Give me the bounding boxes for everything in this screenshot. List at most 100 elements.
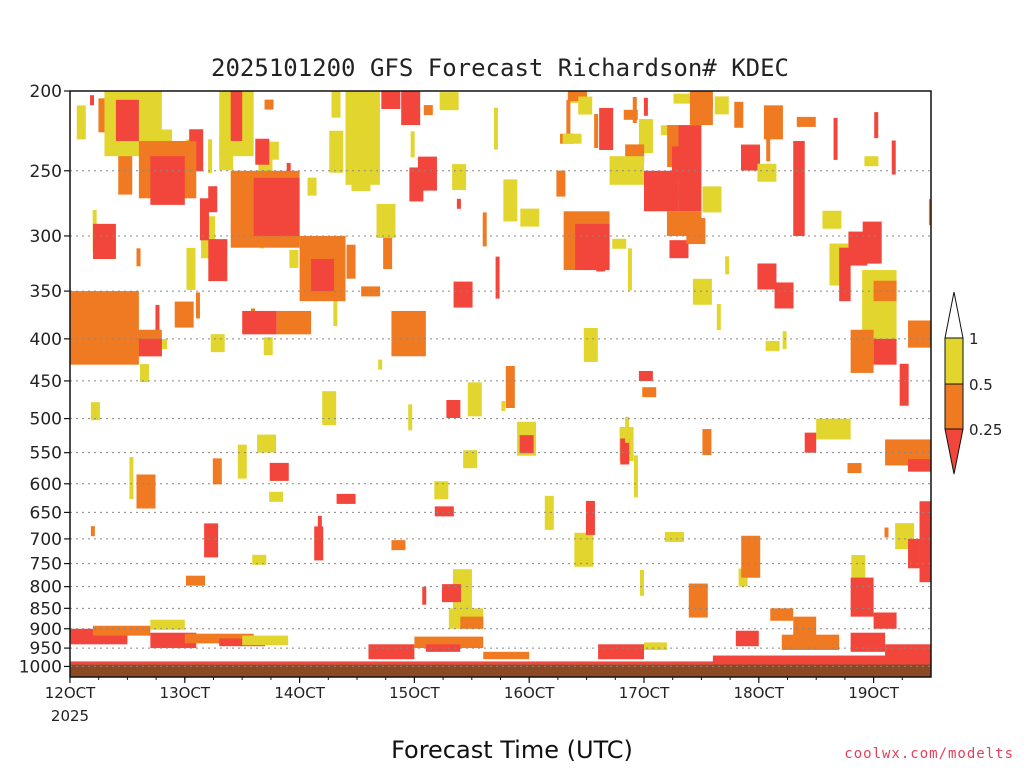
heatmap-cell — [263, 337, 273, 356]
heatmap-patch — [862, 270, 897, 339]
heatmap-cell — [625, 416, 630, 443]
heatmap-cell — [391, 540, 406, 551]
heatmap-cell — [408, 404, 413, 431]
boundary-layer-band — [644, 642, 667, 650]
heatmap-cell — [632, 97, 637, 124]
heatmap-patch — [804, 432, 817, 453]
heatmap-cell — [417, 156, 437, 191]
heatmap-patch — [609, 156, 644, 185]
boundary-layer-band — [92, 625, 151, 636]
heatmap-cell — [627, 248, 632, 291]
heatmap-patch — [311, 259, 335, 292]
heatmap-patch — [150, 156, 185, 205]
heatmap-cell — [544, 495, 554, 530]
heatmap-cell — [585, 500, 595, 535]
heatmap-cell — [568, 91, 588, 102]
heatmap-patch — [242, 310, 277, 335]
heatmap-cell — [208, 139, 213, 174]
heatmap-cell — [453, 281, 473, 308]
heatmap-cell — [434, 481, 449, 500]
heatmap-patch — [850, 577, 874, 617]
heatmap-cell — [741, 144, 761, 171]
heatmap-cell — [874, 112, 879, 139]
heatmap-cell — [456, 198, 461, 209]
heatmap-cell — [467, 382, 482, 417]
heatmap-cell — [269, 462, 289, 481]
heatmap-cell — [136, 248, 141, 267]
y-tick-label: 250 — [30, 162, 62, 182]
heatmap-patch — [345, 91, 380, 185]
heatmap-cell — [90, 526, 95, 537]
heatmap-cell — [439, 92, 459, 111]
y-tick-label: 950 — [30, 639, 62, 659]
heatmap-cell — [139, 364, 149, 383]
boundary-layer-band — [242, 635, 289, 646]
heatmap-cell — [623, 109, 638, 120]
legend-swatch — [944, 383, 964, 430]
y-tick-label: 300 — [30, 227, 62, 247]
boundary-layer-band — [735, 630, 759, 647]
heatmap-patch — [873, 280, 897, 302]
boundary-layer-band — [150, 619, 185, 630]
heatmap-cell — [891, 140, 896, 175]
y-tick-label: 750 — [30, 555, 62, 575]
heatmap-cell — [264, 99, 274, 110]
heatmap-cell — [493, 107, 498, 150]
heatmap-cell — [333, 292, 338, 327]
heatmap-cell — [129, 457, 134, 500]
heatmap-cell — [314, 526, 324, 561]
heatmap-cell — [633, 455, 638, 498]
heatmap-cell — [212, 458, 222, 485]
heatmap-cell — [441, 584, 461, 603]
heatmap-cell — [90, 402, 100, 421]
heatmap-cell — [612, 238, 627, 249]
x-tick-label: 18OCT — [734, 684, 785, 702]
legend-label: 0.5 — [969, 376, 993, 394]
heatmap-cell — [716, 304, 721, 331]
heatmap-cell — [639, 569, 644, 596]
legend-bottom-arrow — [944, 428, 964, 475]
heatmap-cell — [336, 493, 356, 504]
heatmap-cell — [928, 199, 931, 226]
heatmap-cell — [434, 506, 454, 517]
heatmap-patch — [770, 608, 794, 621]
y-axis: 200 250 300 350 400 450 500 550 600 650 700 750 8008… — [19, 82, 70, 677]
heatmap-cell — [322, 391, 337, 426]
heatmap-cell — [401, 91, 421, 126]
heatmap-cell — [763, 105, 783, 140]
heatmap-cell — [210, 334, 225, 353]
heatmap-cell — [501, 401, 506, 412]
heatmap-cell — [329, 130, 344, 173]
heatmap-cell — [136, 474, 156, 509]
heatmap-cell — [833, 117, 838, 160]
y-tick-label: 900 — [30, 620, 62, 640]
heatmap-cell — [741, 535, 761, 578]
surface-layer — [70, 661, 931, 665]
watermark: coolwx.com/modelts — [844, 746, 1014, 762]
boundary-layer-band — [483, 651, 530, 660]
y-tick-label: 850 — [30, 599, 62, 619]
heatmap-cell — [664, 531, 684, 542]
heatmap-cell — [848, 231, 868, 266]
heatmap-patch — [276, 310, 312, 335]
heatmap-cell — [155, 304, 160, 331]
y-tick-label: 550 — [30, 444, 62, 464]
heatmap-cell — [862, 221, 882, 264]
heatmap-cell — [186, 575, 206, 586]
heatmap-cell — [599, 107, 614, 150]
heatmap-cell — [422, 586, 427, 605]
ground-band — [70, 661, 931, 677]
heatmap-cell — [204, 523, 219, 558]
heatmap-cell — [90, 95, 95, 106]
heatmap-patch — [873, 338, 897, 365]
x-tick-label: 14OCT — [274, 684, 325, 702]
y-tick-label: 400 — [30, 330, 62, 350]
heatmap-cell — [673, 93, 693, 104]
x-tick-label: 17OCT — [619, 684, 670, 702]
heatmap-patch — [850, 329, 874, 373]
heatmap-cell — [766, 127, 771, 162]
heatmap-cell — [463, 450, 478, 469]
heatmap-cell — [620, 438, 630, 465]
heatmap-cells — [70, 91, 931, 667]
x-year-label: 2025 — [51, 707, 89, 725]
